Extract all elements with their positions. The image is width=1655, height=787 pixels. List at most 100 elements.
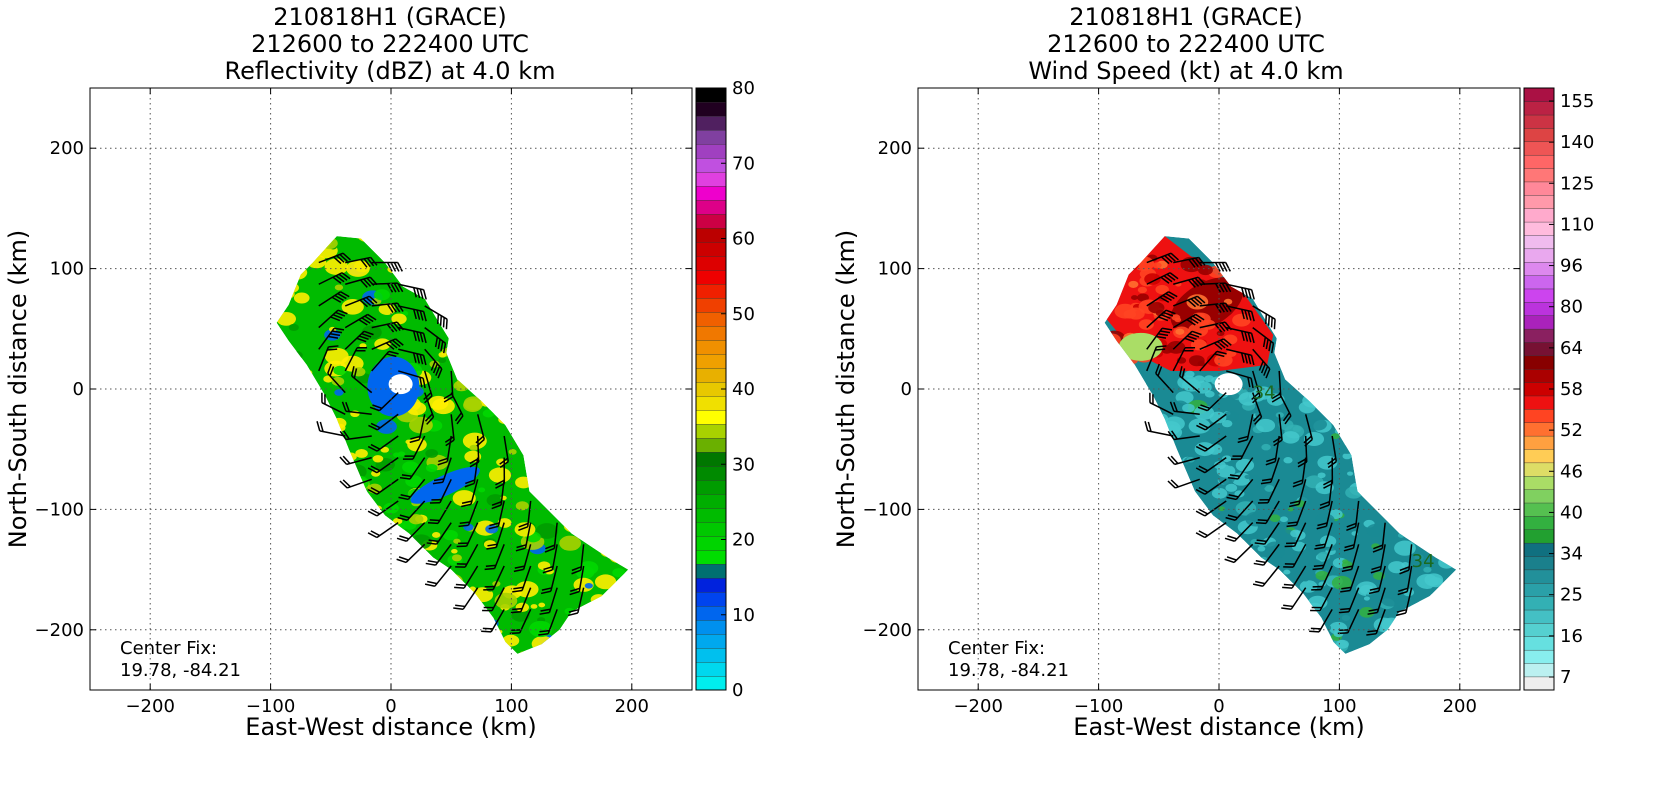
colorbar-segment bbox=[695, 549, 727, 565]
wind-barb bbox=[1146, 309, 1176, 329]
colorbar-segment bbox=[695, 157, 727, 173]
wind-barb bbox=[344, 313, 377, 329]
wind-barb bbox=[1172, 347, 1196, 372]
colorbar-segment bbox=[695, 633, 727, 649]
colorbar-segment bbox=[1523, 556, 1555, 571]
colorbar-segment bbox=[695, 213, 727, 229]
wind-barb bbox=[1265, 435, 1280, 466]
colorbar-segment bbox=[1523, 408, 1555, 423]
colorbar-segment bbox=[1523, 355, 1555, 370]
wind-barb bbox=[454, 565, 479, 589]
colorbar-segment bbox=[1523, 101, 1555, 116]
colorbar-segment bbox=[695, 675, 727, 691]
field-cell bbox=[1265, 545, 1285, 560]
field-cell bbox=[1366, 523, 1386, 538]
colorbar-segment bbox=[1523, 341, 1555, 357]
field-cell bbox=[1137, 286, 1148, 294]
wind-barb bbox=[1281, 587, 1307, 610]
field-cell bbox=[1255, 407, 1275, 421]
wind-barb bbox=[1199, 350, 1227, 372]
wind-barb bbox=[424, 565, 452, 587]
field-cell bbox=[1423, 566, 1432, 573]
wind-barb bbox=[1173, 256, 1206, 268]
wind-barb bbox=[456, 522, 479, 548]
wind-barb bbox=[1283, 543, 1307, 568]
field-cell bbox=[1225, 483, 1238, 492]
contour-label: 34 bbox=[1412, 551, 1435, 572]
x-axis-label: East-West distance (km) bbox=[245, 713, 536, 741]
colorbar-segment bbox=[1523, 261, 1555, 276]
field-cell bbox=[478, 487, 486, 493]
colorbar: 155 140 125 110 96 80 64 58 52 46 40 34 25 16 7 bbox=[1523, 87, 1594, 691]
field-cell bbox=[1188, 355, 1205, 367]
wind-barb bbox=[1167, 455, 1200, 466]
field-cell bbox=[1216, 330, 1225, 337]
field-cell bbox=[425, 448, 439, 458]
field-cell bbox=[1221, 419, 1233, 428]
title-line-1: 210818H1 (GRACE) bbox=[1069, 3, 1303, 31]
field-cell bbox=[1204, 390, 1215, 398]
wind-barb bbox=[542, 544, 558, 574]
field-cell bbox=[393, 452, 401, 458]
wind-barb bbox=[1167, 478, 1200, 489]
field-cell bbox=[1388, 561, 1406, 574]
colorbar-segment bbox=[695, 563, 727, 579]
field-cell bbox=[1331, 433, 1340, 440]
wind-barb bbox=[424, 305, 448, 330]
field-cell bbox=[1287, 507, 1294, 512]
field-cell bbox=[432, 532, 441, 538]
wind-barb bbox=[481, 608, 505, 633]
wind-barb bbox=[368, 413, 399, 431]
colorbar-segment bbox=[1523, 542, 1555, 557]
colorbar-tick-label: 34 bbox=[1560, 544, 1583, 565]
wind-barb bbox=[1224, 522, 1254, 542]
grid bbox=[90, 88, 692, 690]
colorbar-segment bbox=[1523, 502, 1555, 517]
x-tick-label: 0 bbox=[385, 696, 396, 717]
wind-barb bbox=[510, 587, 532, 614]
field-cell bbox=[594, 574, 617, 590]
wind-barb bbox=[1346, 500, 1360, 532]
wind-barb bbox=[1340, 565, 1360, 593]
colorbar-tick-label: 30 bbox=[732, 454, 755, 475]
field-cell bbox=[393, 517, 403, 525]
field-cell bbox=[293, 292, 310, 304]
wind-barb bbox=[461, 479, 479, 508]
wind-barb bbox=[1254, 522, 1280, 545]
field-cell bbox=[1131, 295, 1138, 301]
field-cell bbox=[1309, 418, 1327, 431]
y-tick-label: 100 bbox=[50, 259, 84, 280]
colorbar-segment bbox=[1523, 328, 1555, 343]
wind-barb bbox=[1146, 345, 1167, 372]
colorbar-segment bbox=[695, 227, 727, 243]
colorbar-segment bbox=[695, 395, 727, 411]
field-cell bbox=[1188, 418, 1211, 434]
reflectivity-chart: −200 −100 0 100 2002001000−100−200East-West … bbox=[4, 78, 755, 741]
wind-barb bbox=[488, 500, 505, 530]
title-line-1: 210818H1 (GRACE) bbox=[273, 3, 507, 31]
wind-barb bbox=[1312, 544, 1333, 571]
field-cell bbox=[1314, 513, 1335, 528]
field-cell bbox=[463, 398, 483, 412]
wind-barb bbox=[515, 522, 532, 552]
chart-title: 210818H1 (GRACE) 212600 to 222400 UTC Re… bbox=[0, 4, 780, 85]
wind-barb bbox=[1341, 544, 1360, 573]
field-cell bbox=[1175, 328, 1185, 335]
colorbar-segment bbox=[695, 87, 727, 103]
colorbar-segment bbox=[695, 605, 727, 621]
colorbar-segment bbox=[1523, 676, 1555, 691]
field-cell bbox=[1155, 284, 1169, 295]
colorbar-segment bbox=[1523, 609, 1555, 624]
wind-barb bbox=[1255, 500, 1280, 525]
field-cell bbox=[1118, 332, 1163, 361]
wind-barb bbox=[484, 544, 505, 571]
wind-barb bbox=[371, 350, 399, 372]
wind-barb bbox=[1271, 370, 1282, 403]
field-cell bbox=[1211, 487, 1228, 499]
wind-barb bbox=[1370, 544, 1386, 574]
field-cell bbox=[331, 376, 345, 386]
colorbar-tick-label: 46 bbox=[1560, 461, 1583, 482]
field-cell bbox=[1335, 639, 1349, 649]
field-cell bbox=[486, 494, 505, 507]
field-cell bbox=[584, 582, 593, 589]
